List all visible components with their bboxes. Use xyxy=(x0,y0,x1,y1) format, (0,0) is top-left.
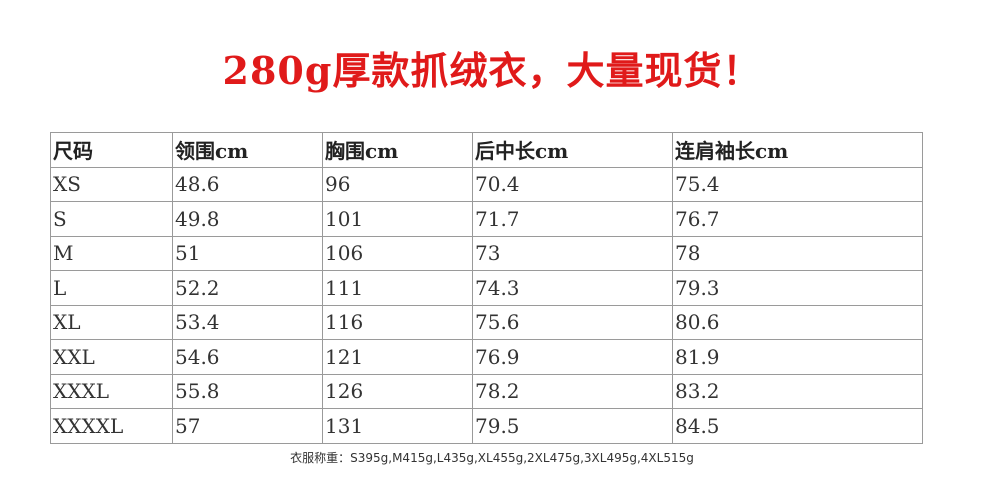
cell-collar: 51 xyxy=(172,235,323,271)
cell-collar: 53.4 xyxy=(172,304,323,340)
cell-sleeve-length: 76.7 xyxy=(672,201,923,237)
garment-weight-note: 衣服称重：S395g,M415g,L435g,XL455g,2XL475g,3X… xyxy=(290,451,694,465)
cell-size: XXXL xyxy=(50,373,173,409)
cell-sleeve-length: 75.4 xyxy=(672,166,923,202)
cell-size: L xyxy=(50,270,173,306)
cell-chest: 96 xyxy=(322,166,473,202)
cell-collar: 55.8 xyxy=(172,373,323,409)
cell-collar: 54.6 xyxy=(172,339,323,375)
cell-sleeve-length: 83.2 xyxy=(672,373,923,409)
cell-chest: 131 xyxy=(322,408,473,444)
cell-sleeve-length: 81.9 xyxy=(672,339,923,375)
cell-collar: 49.8 xyxy=(172,201,323,237)
cell-size: M xyxy=(50,235,173,271)
cell-back-length: 71.7 xyxy=(472,201,673,237)
cell-collar: 57 xyxy=(172,408,323,444)
header-size: 尺码 xyxy=(50,132,173,168)
size-chart-table: 尺码 领围cm 胸围cm 后中长cm 连肩袖长cm XS 48.6 96 70.… xyxy=(50,132,923,444)
header-collar: 领围cm xyxy=(172,132,323,168)
header-back-length: 后中长cm xyxy=(472,132,673,168)
cell-size: XXL xyxy=(50,339,173,375)
table-row: XXL 54.6 121 76.9 81.9 xyxy=(50,339,923,375)
cell-back-length: 78.2 xyxy=(472,373,673,409)
cell-collar: 48.6 xyxy=(172,166,323,202)
table-row: XXXL 55.8 126 78.2 83.2 xyxy=(50,373,923,409)
cell-sleeve-length: 79.3 xyxy=(672,270,923,306)
cell-back-length: 75.6 xyxy=(472,304,673,340)
cell-chest: 116 xyxy=(322,304,473,340)
cell-back-length: 70.4 xyxy=(472,166,673,202)
table-header-row: 尺码 领围cm 胸围cm 后中长cm 连肩袖长cm xyxy=(50,132,923,168)
table-row: S 49.8 101 71.7 76.7 xyxy=(50,201,923,237)
table-row: XS 48.6 96 70.4 75.4 xyxy=(50,166,923,202)
cell-back-length: 76.9 xyxy=(472,339,673,375)
cell-sleeve-length: 84.5 xyxy=(672,408,923,444)
table-row: XL 53.4 116 75.6 80.6 xyxy=(50,304,923,340)
cell-chest: 101 xyxy=(322,201,473,237)
header-chest: 胸围cm xyxy=(322,132,473,168)
cell-sleeve-length: 80.6 xyxy=(672,304,923,340)
cell-size: S xyxy=(50,201,173,237)
cell-back-length: 73 xyxy=(472,235,673,271)
cell-back-length: 79.5 xyxy=(472,408,673,444)
cell-size: XXXXL xyxy=(50,408,173,444)
cell-collar: 52.2 xyxy=(172,270,323,306)
cell-back-length: 74.3 xyxy=(472,270,673,306)
header-sleeve-length: 连肩袖长cm xyxy=(672,132,923,168)
table-row: XXXXL 57 131 79.5 84.5 xyxy=(50,408,923,444)
page-title: 280g厚款抓绒衣，大量现货！ xyxy=(222,48,762,93)
table-row: M 51 106 73 78 xyxy=(50,235,923,271)
cell-chest: 106 xyxy=(322,235,473,271)
cell-sleeve-length: 78 xyxy=(672,235,923,271)
cell-chest: 126 xyxy=(322,373,473,409)
cell-chest: 111 xyxy=(322,270,473,306)
cell-chest: 121 xyxy=(322,339,473,375)
table-row: L 52.2 111 74.3 79.3 xyxy=(50,270,923,306)
cell-size: XS xyxy=(50,166,173,202)
cell-size: XL xyxy=(50,304,173,340)
